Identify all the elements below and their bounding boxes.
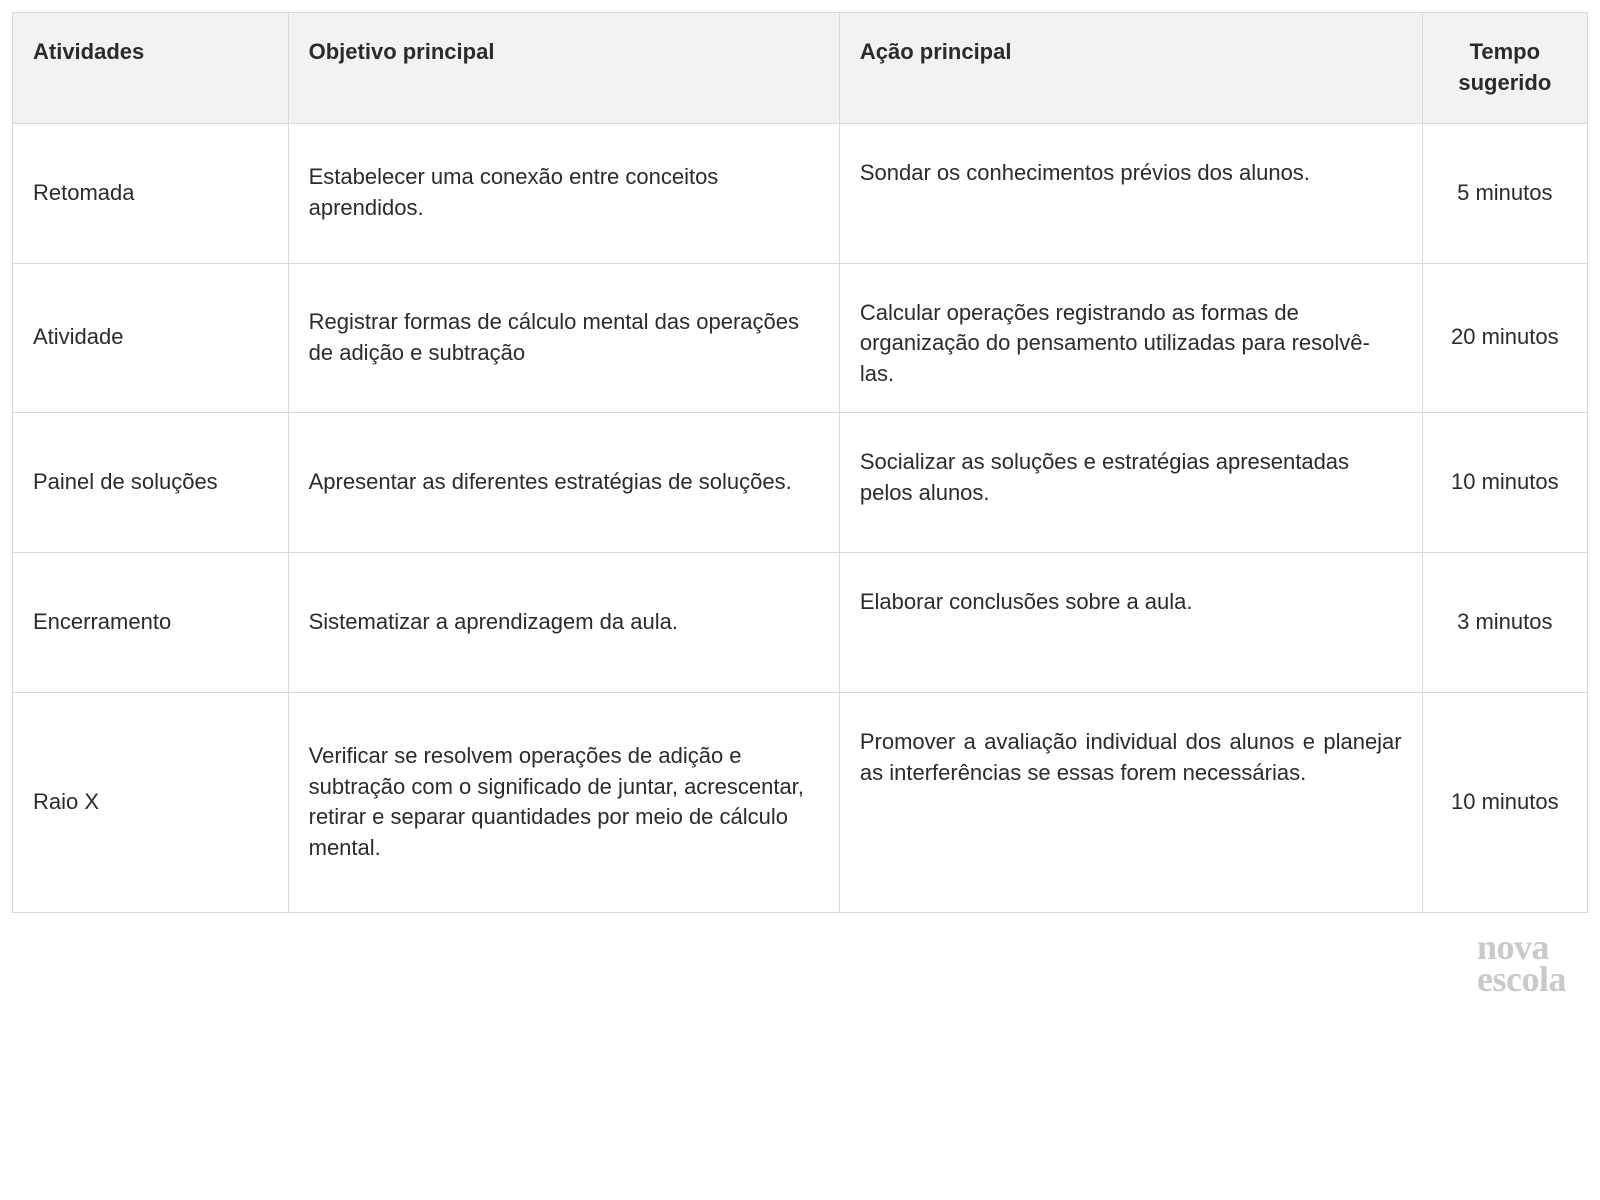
col-header-tempo: Tempo sugerido xyxy=(1422,13,1587,124)
table-row: Painel de soluções Apresentar as diferen… xyxy=(13,412,1588,552)
lesson-plan-table-container: Atividades Objetivo principal Ação princ… xyxy=(12,12,1588,913)
cell-tempo: 20 minutos xyxy=(1422,263,1587,412)
brand-logo-line2: escola xyxy=(1477,963,1566,995)
cell-objetivo: Verificar se resolvem operações de adiçã… xyxy=(288,692,839,912)
cell-acao: Calcular operações registrando as formas… xyxy=(839,263,1422,412)
col-header-atividades: Atividades xyxy=(13,13,289,124)
cell-objetivo: Estabelecer uma conexão entre conceitos … xyxy=(288,123,839,263)
col-header-objetivo: Objetivo principal xyxy=(288,13,839,124)
col-header-acao: Ação principal xyxy=(839,13,1422,124)
cell-tempo: 5 minutos xyxy=(1422,123,1587,263)
table-header-row: Atividades Objetivo principal Ação princ… xyxy=(13,13,1588,124)
cell-acao: Socializar as soluções e estratégias apr… xyxy=(839,412,1422,552)
cell-atividade: Painel de soluções xyxy=(13,412,289,552)
cell-objetivo: Sistematizar a aprendizagem da aula. xyxy=(288,552,839,692)
lesson-plan-table: Atividades Objetivo principal Ação princ… xyxy=(12,12,1588,913)
table-row: Retomada Estabelecer uma conexão entre c… xyxy=(13,123,1588,263)
cell-acao: Sondar os conhecimentos prévios dos alun… xyxy=(839,123,1422,263)
brand-logo: nova escola xyxy=(12,931,1588,996)
cell-tempo: 3 minutos xyxy=(1422,552,1587,692)
brand-logo-text: nova escola xyxy=(1477,931,1566,996)
table-row: Raio X Verificar se resolvem operações d… xyxy=(13,692,1588,912)
cell-tempo: 10 minutos xyxy=(1422,692,1587,912)
table-row: Encerramento Sistematizar a aprendizagem… xyxy=(13,552,1588,692)
cell-atividade: Atividade xyxy=(13,263,289,412)
cell-atividade: Encerramento xyxy=(13,552,289,692)
cell-objetivo: Apresentar as diferentes estratégias de … xyxy=(288,412,839,552)
cell-objetivo: Registrar formas de cálculo mental das o… xyxy=(288,263,839,412)
cell-acao: Promover a avaliação individual dos alun… xyxy=(839,692,1422,912)
cell-tempo: 10 minutos xyxy=(1422,412,1587,552)
cell-acao: Elaborar conclusões sobre a aula. xyxy=(839,552,1422,692)
table-row: Atividade Registrar formas de cálculo me… xyxy=(13,263,1588,412)
cell-atividade: Raio X xyxy=(13,692,289,912)
cell-atividade: Retomada xyxy=(13,123,289,263)
